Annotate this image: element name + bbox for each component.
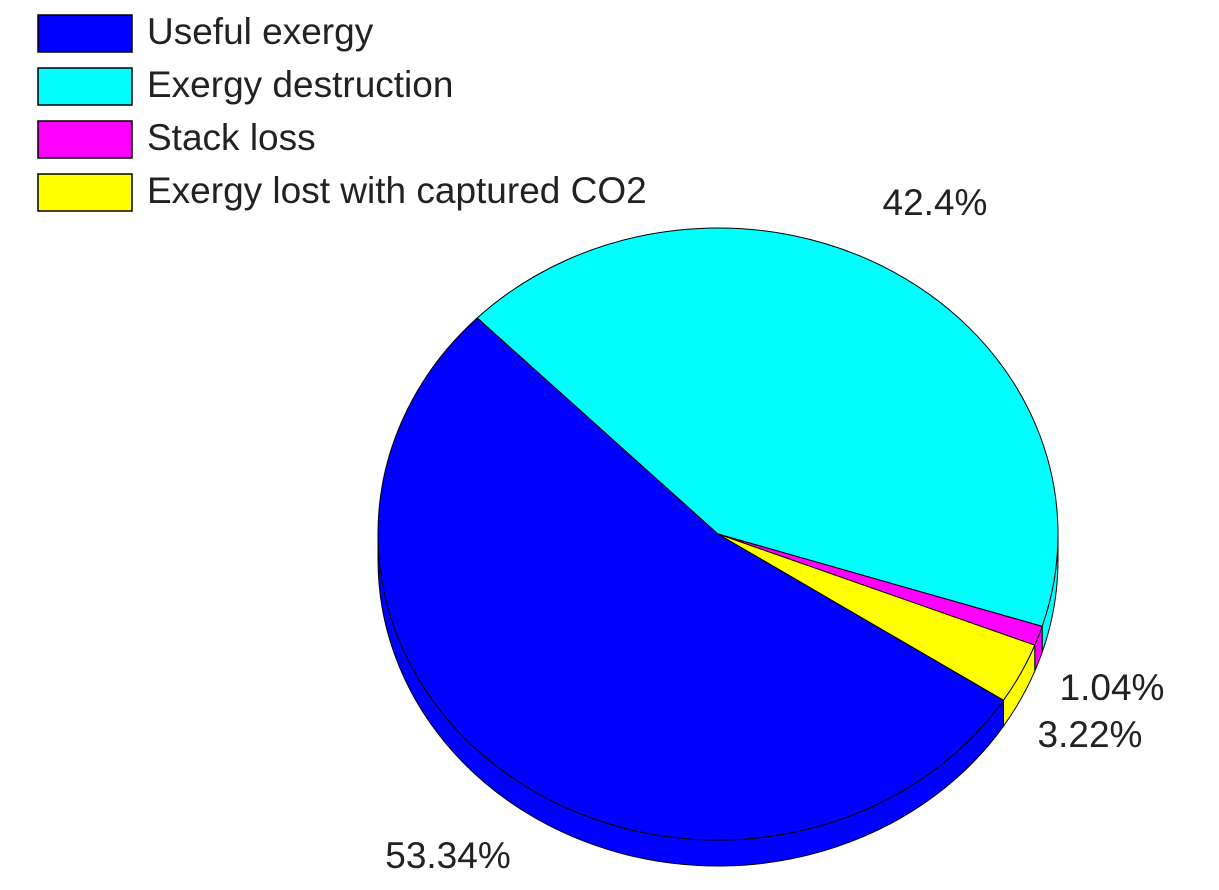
slice	[717, 533, 1036, 701]
legend-swatch	[37, 14, 133, 53]
legend-swatch	[37, 120, 133, 159]
value-label: 1.04%	[1060, 667, 1165, 708]
legend-swatch	[37, 173, 133, 212]
value-label: 53.34%	[385, 835, 511, 876]
legend-label: Exergy destruction	[147, 64, 453, 105]
legend-swatch	[37, 67, 133, 106]
value-label: 42.4%	[883, 182, 988, 223]
slice	[476, 227, 1059, 627]
legend-label: Useful exergy	[147, 11, 374, 52]
legend-label: Stack loss	[147, 117, 316, 158]
value-label: 3.22%	[1038, 714, 1143, 755]
legend-label: Exergy lost with captured CO2	[147, 170, 647, 211]
slice	[377, 317, 1005, 841]
